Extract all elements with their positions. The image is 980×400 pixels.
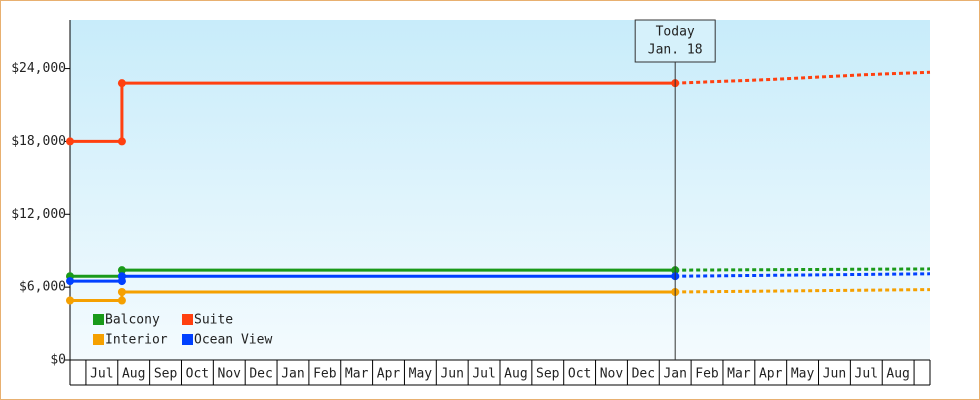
forecast-line: [675, 288, 931, 294]
forecast-line: [675, 267, 931, 272]
legend-label: Ocean View: [194, 333, 272, 348]
x-tick-label: Apr: [377, 367, 401, 382]
legend-label: Interior: [105, 333, 168, 348]
today-label: Jan. 18: [648, 43, 703, 58]
x-tick-label: Jan: [663, 367, 686, 382]
price-point: [66, 296, 74, 305]
x-tick-label: Oct: [186, 367, 209, 382]
legend-swatch: [93, 314, 104, 325]
forecast-line: [675, 272, 931, 278]
legend-swatch: [182, 334, 193, 345]
x-tick-label: Sep: [536, 367, 560, 382]
x-tick-label: Feb: [695, 367, 719, 382]
x-tick-label: Oct: [568, 367, 591, 382]
today-box: [634, 19, 716, 63]
x-tick-label: Apr: [759, 367, 783, 382]
x-tick-label: Jul: [855, 367, 878, 382]
legend-swatch: [182, 314, 193, 325]
price-point: [117, 79, 126, 88]
price-point: [117, 296, 126, 305]
x-tick-label: Sep: [154, 367, 178, 382]
x-tick-label: Dec: [249, 367, 272, 382]
x-tick-label: Aug: [122, 367, 145, 382]
x-tick-label: Jul: [90, 367, 113, 382]
x-tick-label: May: [409, 367, 433, 382]
price-point: [117, 137, 126, 146]
y-tick-label: $6,000: [19, 280, 66, 295]
x-tick-label: Aug: [504, 367, 527, 382]
y-tick-label: $12,000: [11, 207, 66, 222]
x-tick-label: May: [791, 367, 815, 382]
x-tick-label: Feb: [313, 367, 337, 382]
x-tick-label: Jun: [823, 367, 846, 382]
price-point: [117, 266, 126, 275]
legend-label: Suite: [194, 313, 233, 328]
x-tick-label: Nov: [600, 367, 624, 382]
x-tick-label: Dec: [632, 367, 655, 382]
y-tick-label: $24,000: [11, 61, 66, 76]
price-line: [70, 290, 676, 302]
legend-label: Balcony: [105, 313, 160, 328]
x-tick-label: Aug: [886, 367, 909, 382]
x-tick-label: Nov: [218, 367, 242, 382]
x-tick-label: Mar: [727, 367, 751, 382]
price-point: [66, 277, 74, 286]
today-label: Today: [656, 25, 695, 40]
forecast-line: [675, 70, 931, 85]
x-tick-label: Jan: [281, 367, 304, 382]
x-tick-label: Jun: [440, 367, 463, 382]
x-tick-label: Jul: [472, 367, 495, 382]
plot-area: [70, 20, 930, 360]
x-tick-label: Mar: [345, 367, 369, 382]
legend-swatch: [93, 334, 104, 345]
price-line: [70, 81, 676, 143]
price-point: [117, 288, 126, 296]
price-point: [117, 272, 126, 281]
y-tick-label: $18,000: [11, 134, 66, 149]
y-tick-label: $0: [50, 353, 66, 368]
price-point: [66, 137, 74, 146]
